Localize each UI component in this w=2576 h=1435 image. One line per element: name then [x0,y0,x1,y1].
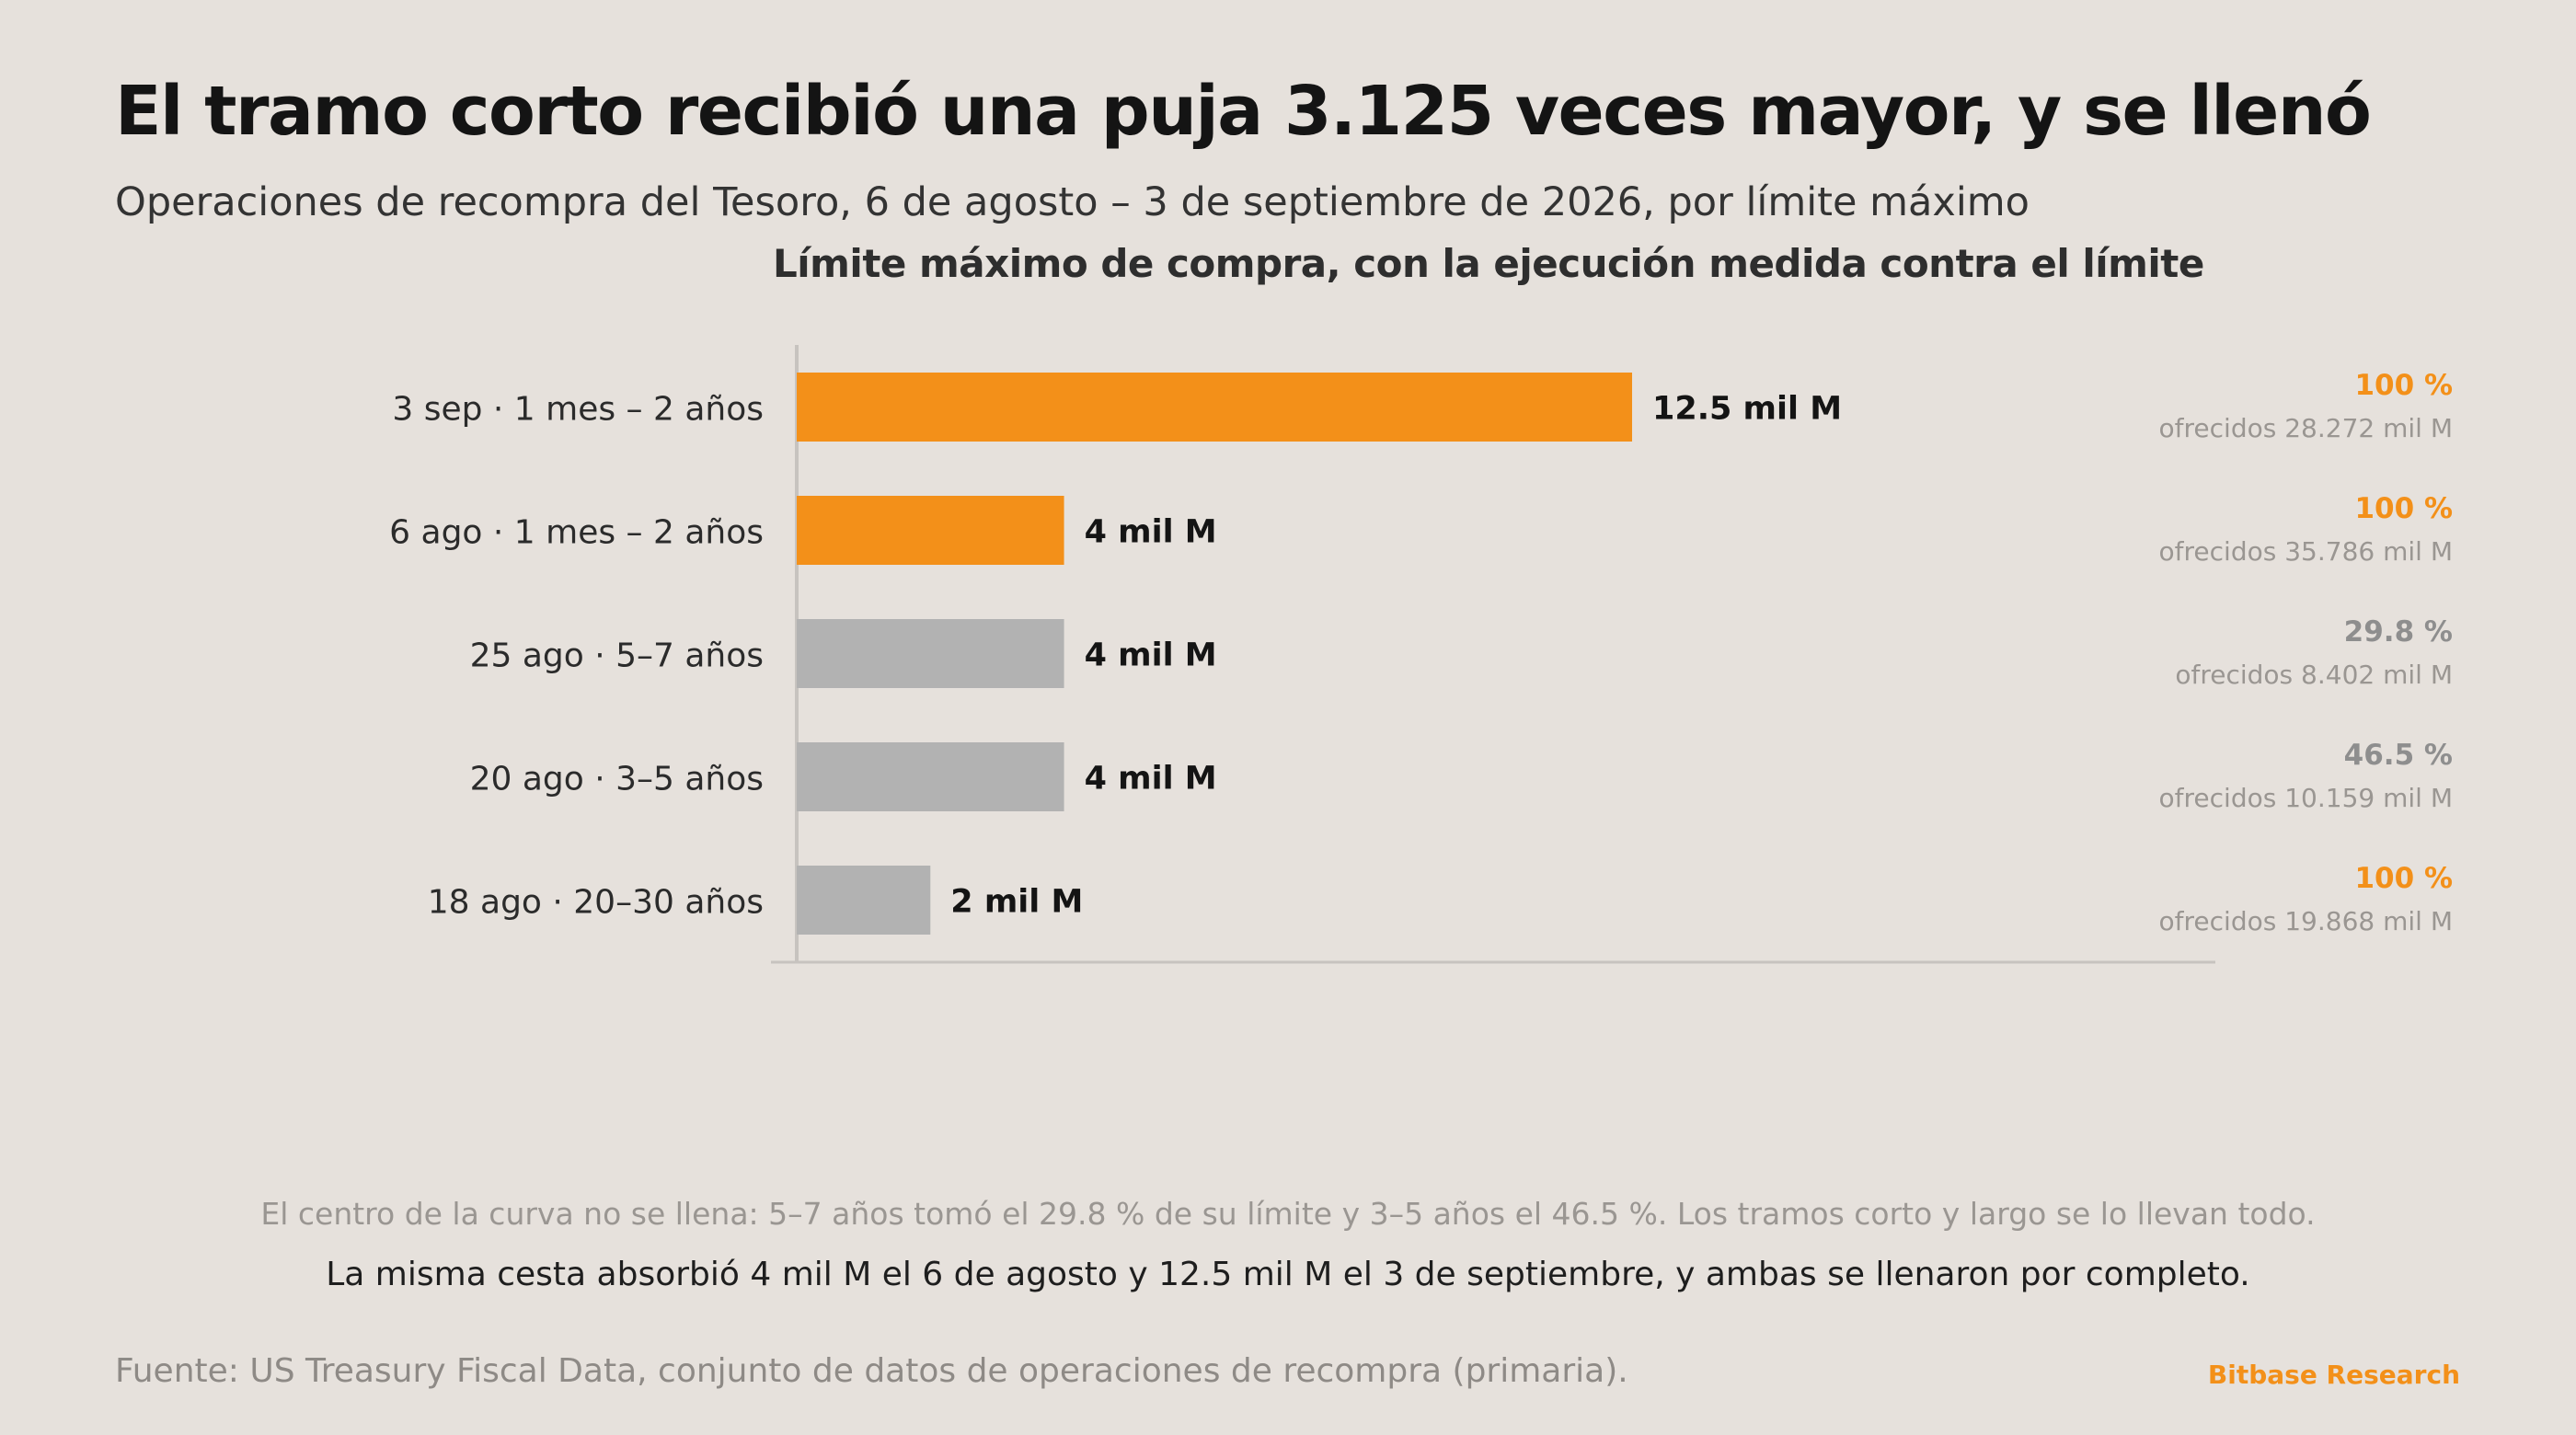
page-title: El tramo corto recibió una puja 3.125 ve… [115,72,2372,151]
category-label: 6 ago · 1 mes – 2 años [389,514,764,552]
execution-label: 100 % [2354,492,2453,525]
bar-chart: 3 sep · 1 mes – 2 años 12.5 mil M 100 % ofr… [389,345,2453,964]
offered-label: ofrecidos 8.402 mil M [2175,660,2453,690]
execution-label: 100 % [2354,862,2453,895]
page-subtitle: Operaciones de recompra del Tesoro, 6 de… [115,179,2030,225]
category-label: 18 ago · 20–30 años [428,884,764,922]
data-label: 2 mil M [950,884,1083,921]
data-label: 4 mil M [1085,514,1217,551]
bar [797,742,1064,811]
offered-label: ofrecidos 35.786 mil M [2159,536,2453,567]
bar [797,373,1633,442]
bar [797,866,931,935]
category-label: 20 ago · 3–5 años [470,761,764,798]
bar [797,619,1064,688]
category-label: 3 sep · 1 mes – 2 años [392,391,764,429]
offered-label: ofrecidos 28.272 mil M [2159,413,2453,443]
data-label: 4 mil M [1085,637,1217,674]
execution-label: 100 % [2354,369,2453,402]
offered-label: ofrecidos 10.159 mil M [2159,783,2453,813]
chart-title: Límite máximo de compra, con la ejecució… [773,241,2204,286]
offered-label: ofrecidos 19.868 mil M [2159,906,2453,936]
source-note: Fuente: US Treasury Fiscal Data, conjunt… [115,1352,1628,1390]
brand-logo-text: Bitbase Research [2207,1360,2460,1390]
data-label: 12.5 mil M [1652,391,1842,428]
execution-label: 29.8 % [2344,615,2453,649]
category-label: 25 ago · 5–7 años [470,637,764,675]
data-label: 4 mil M [1085,761,1217,798]
execution-label: 46.5 % [2344,739,2453,772]
bar [797,496,1064,565]
footnote-grey: El centro de la curva no se llena: 5–7 a… [260,1196,2316,1232]
footnote-dark: La misma cesta absorbió 4 mil M el 6 de … [326,1256,2250,1293]
